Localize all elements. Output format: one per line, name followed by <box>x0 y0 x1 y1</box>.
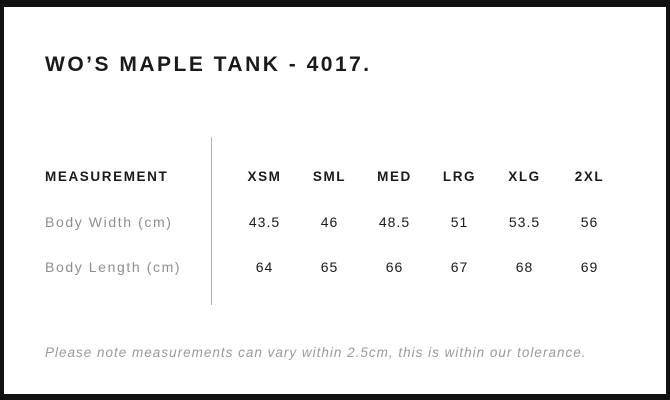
column-header-measurement: MEASUREMENT <box>45 169 169 184</box>
body-width-lrg: 51 <box>450 213 469 230</box>
column-header-xlg: XLG <box>508 169 541 184</box>
body-length-2xl: 69 <box>580 258 599 275</box>
body-width-med: 48.5 <box>378 213 411 230</box>
row-label-body-width: Body Width (cm) <box>45 213 173 230</box>
column-header-med: MED <box>377 169 412 184</box>
page-title: WO’S MAPLE TANK - 4017. <box>45 53 372 76</box>
size-table: MEASUREMENT Body Width (cm) Body Length … <box>45 137 666 305</box>
body-length-lrg: 67 <box>450 258 469 275</box>
body-width-xlg: 53.5 <box>508 213 541 230</box>
tolerance-note: Please note measurements can vary within… <box>45 345 587 360</box>
column-header-xsm: XSM <box>247 169 282 184</box>
body-length-xlg: 68 <box>515 258 534 275</box>
column-header-sml: SML <box>312 169 347 184</box>
column-header-lrg: LRG <box>442 169 477 184</box>
body-length-xsm: 64 <box>255 258 274 275</box>
body-length-sml: 65 <box>320 258 339 275</box>
table-divider <box>211 137 212 305</box>
measurement-column: MEASUREMENT Body Width (cm) Body Length … <box>45 137 211 305</box>
body-width-2xl: 56 <box>580 213 599 230</box>
body-width-xsm: 43.5 <box>248 213 281 230</box>
body-length-med: 66 <box>385 258 404 275</box>
column-header-2xl: 2XL <box>574 169 605 184</box>
row-label-body-length: Body Length (cm) <box>45 258 182 275</box>
body-width-sml: 46 <box>320 213 339 230</box>
sizes-grid: XSM SML MED LRG XLG 2XL 43.5 46 48.5 51 … <box>232 137 622 305</box>
